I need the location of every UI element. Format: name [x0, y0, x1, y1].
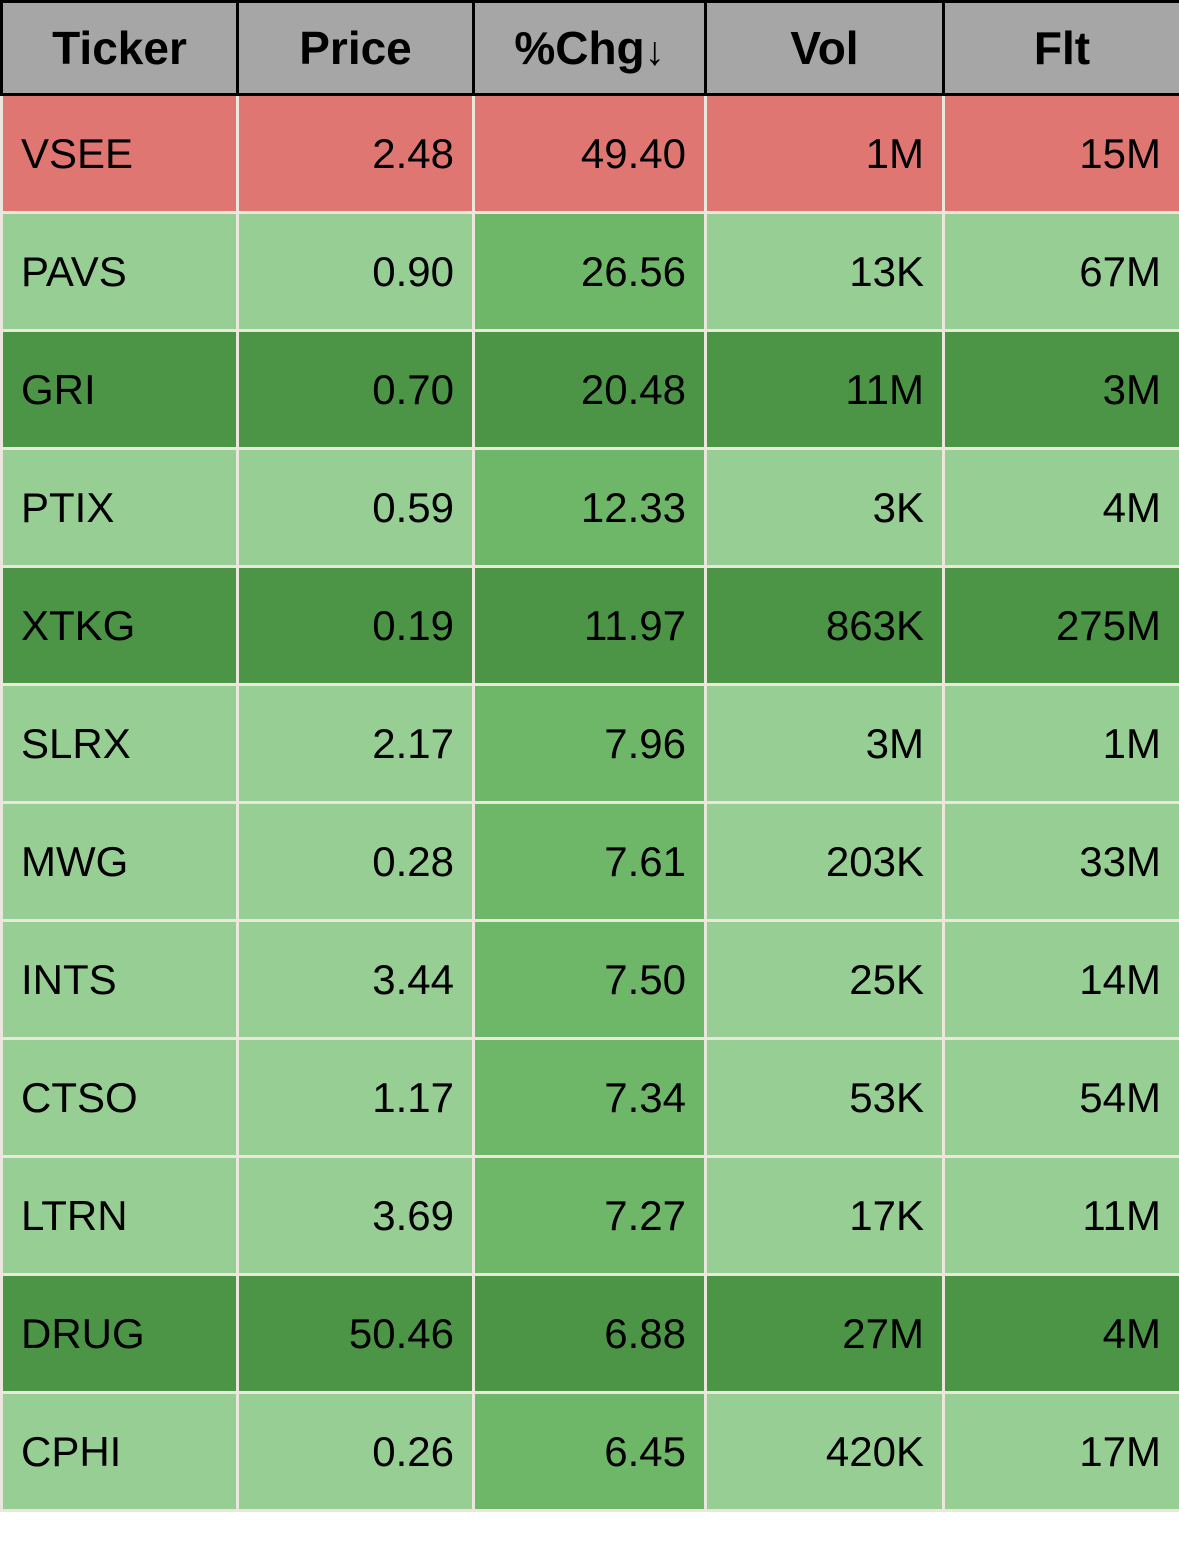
cell-pct_chg: 7.34: [474, 1039, 706, 1157]
table-row[interactable]: XTKG0.1911.97863K275M: [2, 567, 1179, 685]
cell-ticker: VSEE: [2, 95, 238, 213]
cell-flt: 17M: [944, 1393, 1179, 1511]
cell-flt: 11M: [944, 1157, 1179, 1275]
cell-flt: 54M: [944, 1039, 1179, 1157]
cell-pct_chg: 7.96: [474, 685, 706, 803]
column-header-ticker[interactable]: Ticker: [2, 2, 238, 95]
cell-price: 1.17: [238, 1039, 474, 1157]
cell-ticker: LTRN: [2, 1157, 238, 1275]
cell-pct_chg: 7.27: [474, 1157, 706, 1275]
cell-ticker: INTS: [2, 921, 238, 1039]
cell-price: 0.26: [238, 1393, 474, 1511]
cell-price: 50.46: [238, 1275, 474, 1393]
cell-vol: 1M: [706, 95, 944, 213]
header-row: TickerPrice%Chg↓VolFlt: [2, 2, 1179, 95]
cell-price: 0.90: [238, 213, 474, 331]
table-row[interactable]: DRUG50.466.8827M4M: [2, 1275, 1179, 1393]
cell-ticker: MWG: [2, 803, 238, 921]
cell-pct_chg: 49.40: [474, 95, 706, 213]
cell-price: 0.70: [238, 331, 474, 449]
column-header-chg[interactable]: %Chg↓: [474, 2, 706, 95]
cell-pct_chg: 6.45: [474, 1393, 706, 1511]
cell-pct_chg: 7.61: [474, 803, 706, 921]
column-header-flt[interactable]: Flt: [944, 2, 1179, 95]
cell-price: 0.19: [238, 567, 474, 685]
cell-pct_chg: 6.88: [474, 1275, 706, 1393]
table-row[interactable]: PAVS0.9026.5613K67M: [2, 213, 1179, 331]
cell-vol: 3K: [706, 449, 944, 567]
cell-price: 2.48: [238, 95, 474, 213]
cell-vol: 420K: [706, 1393, 944, 1511]
table-row[interactable]: CTSO1.177.3453K54M: [2, 1039, 1179, 1157]
cell-price: 0.28: [238, 803, 474, 921]
cell-vol: 13K: [706, 213, 944, 331]
cell-flt: 67M: [944, 213, 1179, 331]
cell-pct_chg: 12.33: [474, 449, 706, 567]
cell-ticker: CPHI: [2, 1393, 238, 1511]
cell-flt: 33M: [944, 803, 1179, 921]
cell-ticker: DRUG: [2, 1275, 238, 1393]
table-row[interactable]: PTIX0.5912.333K4M: [2, 449, 1179, 567]
table-header: TickerPrice%Chg↓VolFlt: [2, 2, 1179, 95]
cell-ticker: CTSO: [2, 1039, 238, 1157]
cell-ticker: SLRX: [2, 685, 238, 803]
cell-flt: 4M: [944, 1275, 1179, 1393]
cell-vol: 863K: [706, 567, 944, 685]
stock-screener-table: TickerPrice%Chg↓VolFlt VSEE2.4849.401M15…: [0, 0, 1179, 1512]
cell-ticker: PAVS: [2, 213, 238, 331]
cell-price: 0.59: [238, 449, 474, 567]
table-body: VSEE2.4849.401M15MPAVS0.9026.5613K67MGRI…: [2, 95, 1179, 1511]
cell-vol: 25K: [706, 921, 944, 1039]
cell-vol: 203K: [706, 803, 944, 921]
table-row[interactable]: SLRX2.177.963M1M: [2, 685, 1179, 803]
cell-ticker: GRI: [2, 331, 238, 449]
cell-vol: 53K: [706, 1039, 944, 1157]
cell-flt: 15M: [944, 95, 1179, 213]
cell-flt: 3M: [944, 331, 1179, 449]
cell-pct_chg: 7.50: [474, 921, 706, 1039]
cell-price: 2.17: [238, 685, 474, 803]
cell-pct_chg: 11.97: [474, 567, 706, 685]
cell-ticker: PTIX: [2, 449, 238, 567]
cell-price: 3.69: [238, 1157, 474, 1275]
cell-flt: 1M: [944, 685, 1179, 803]
cell-vol: 11M: [706, 331, 944, 449]
cell-pct_chg: 20.48: [474, 331, 706, 449]
table-row[interactable]: GRI0.7020.4811M3M: [2, 331, 1179, 449]
table-row[interactable]: VSEE2.4849.401M15M: [2, 95, 1179, 213]
cell-vol: 3M: [706, 685, 944, 803]
cell-vol: 27M: [706, 1275, 944, 1393]
cell-flt: 14M: [944, 921, 1179, 1039]
column-header-price[interactable]: Price: [238, 2, 474, 95]
table-row[interactable]: INTS3.447.5025K14M: [2, 921, 1179, 1039]
cell-flt: 275M: [944, 567, 1179, 685]
sort-arrow-down-icon: ↓: [645, 29, 665, 73]
cell-flt: 4M: [944, 449, 1179, 567]
table-row[interactable]: LTRN3.697.2717K11M: [2, 1157, 1179, 1275]
cell-price: 3.44: [238, 921, 474, 1039]
cell-pct_chg: 26.56: [474, 213, 706, 331]
column-header-vol[interactable]: Vol: [706, 2, 944, 95]
table-row[interactable]: CPHI0.266.45420K17M: [2, 1393, 1179, 1511]
table-row[interactable]: MWG0.287.61203K33M: [2, 803, 1179, 921]
cell-vol: 17K: [706, 1157, 944, 1275]
cell-ticker: XTKG: [2, 567, 238, 685]
